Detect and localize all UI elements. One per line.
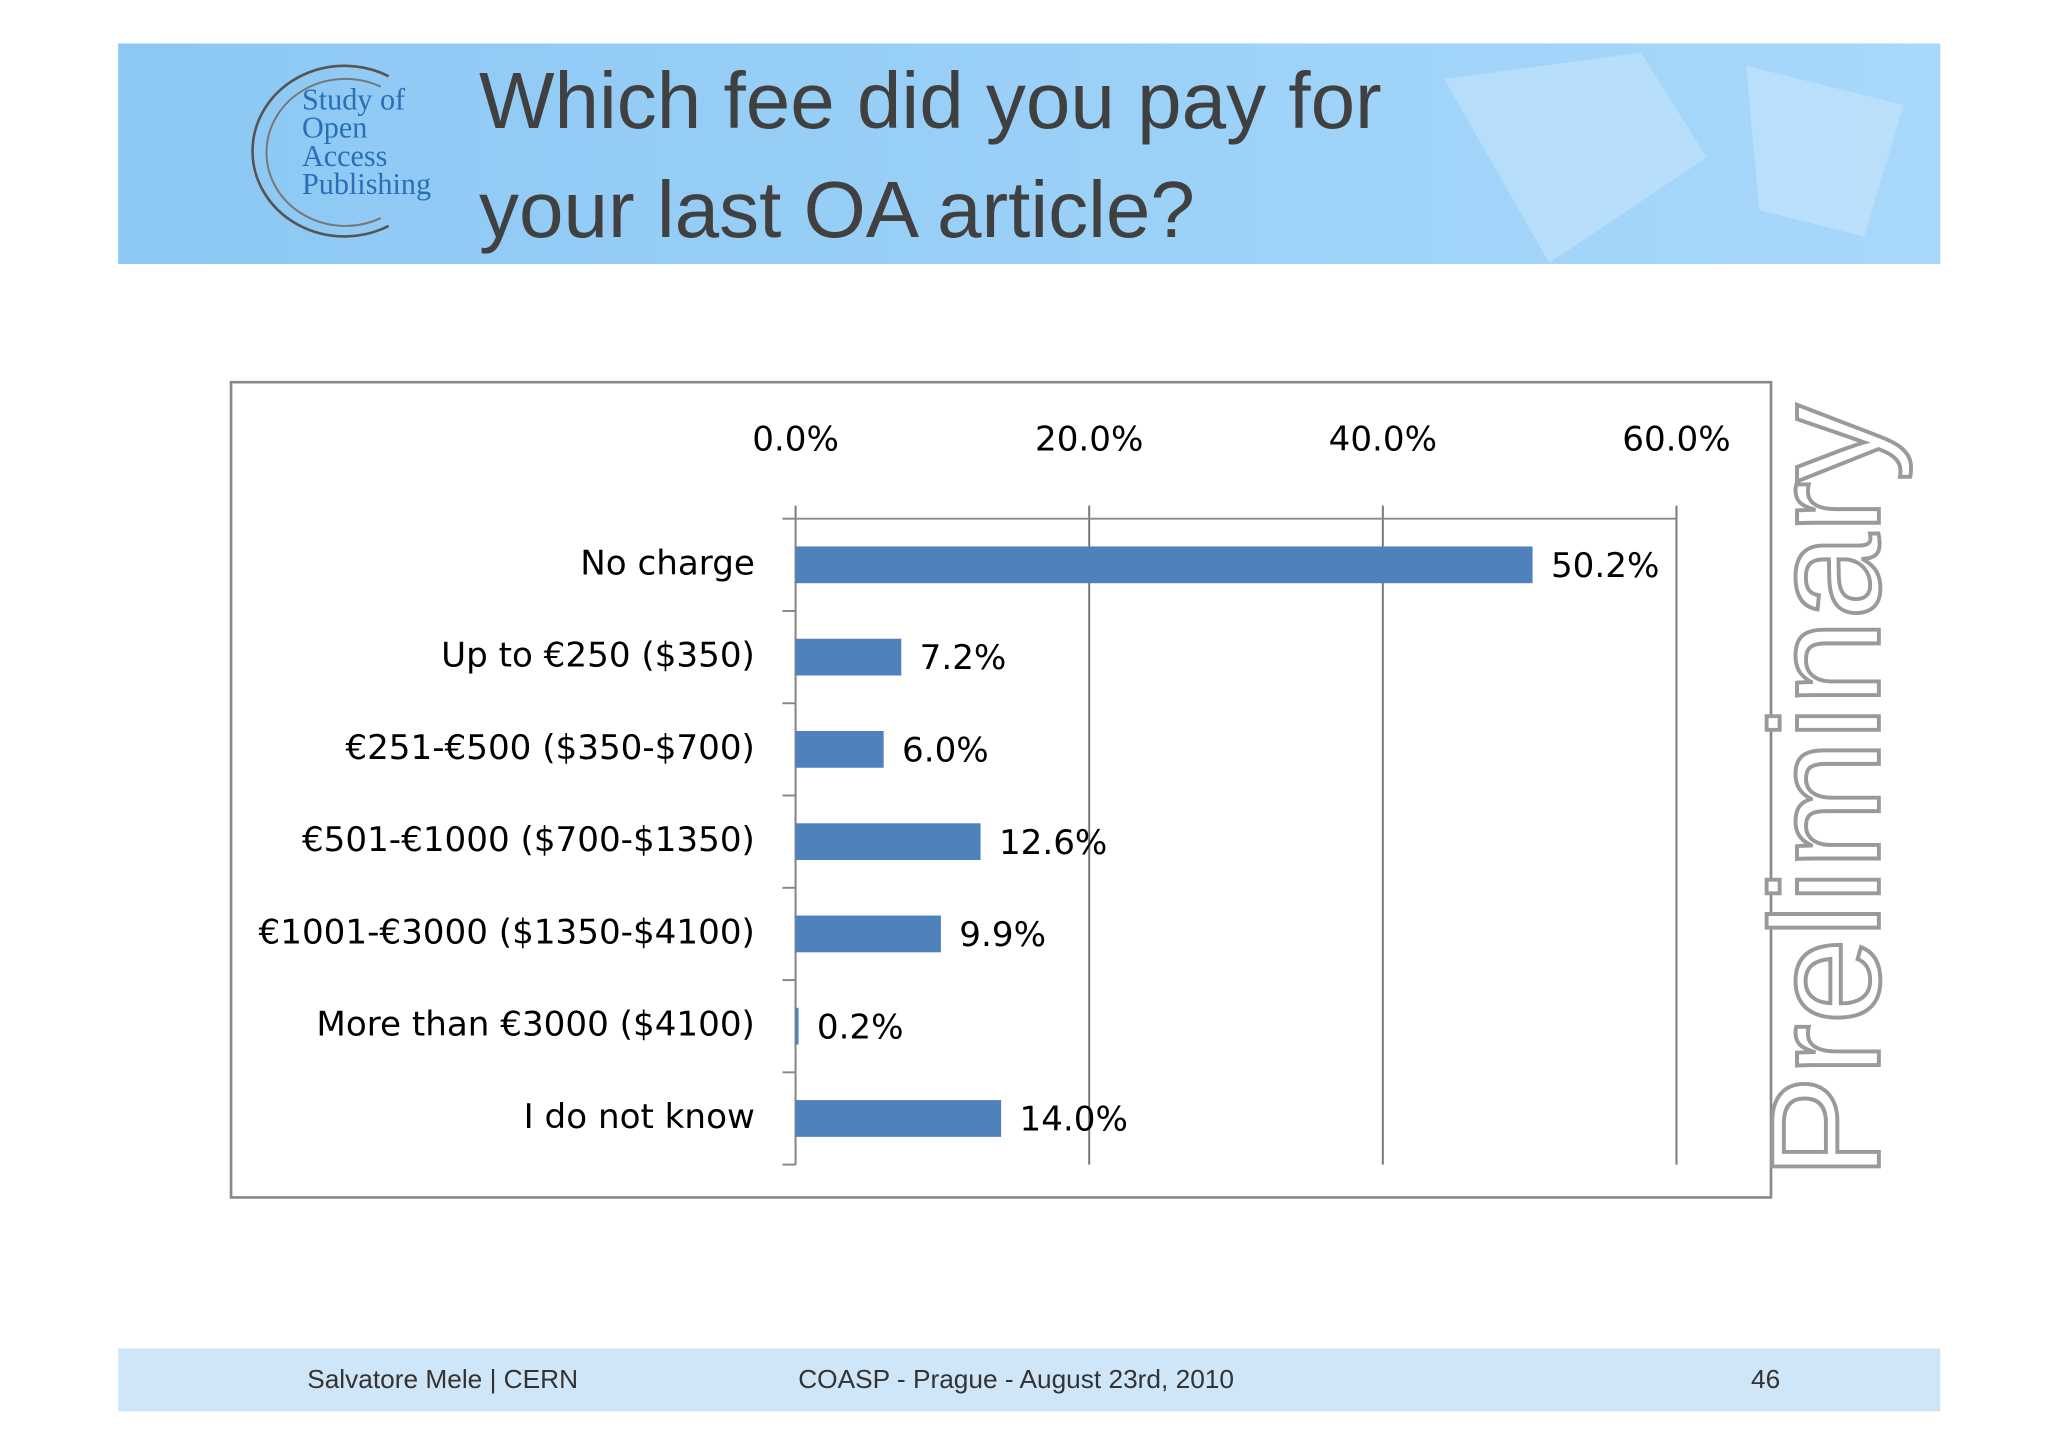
y-tick-label: No charge <box>580 543 755 583</box>
bar <box>795 1007 799 1045</box>
logo-line: Publishing <box>302 167 431 201</box>
y-tick-label: €1001-€3000 ($1350-$4100) <box>259 912 755 952</box>
footer-author: Salvatore Mele | CERN <box>307 1364 578 1394</box>
header-decoration <box>1444 52 1904 263</box>
bar <box>795 731 884 768</box>
y-tick-label: I do not know <box>524 1097 755 1137</box>
bar <box>795 638 902 676</box>
logo-line: Open <box>302 111 367 145</box>
x-tick-label: 60.0% <box>1622 420 1730 460</box>
x-tick-label: 40.0% <box>1329 420 1437 460</box>
data-label: 12.6% <box>999 823 1107 863</box>
logo-arc <box>251 64 390 238</box>
data-label: 14.0% <box>1019 1100 1127 1140</box>
logo-line: Study of <box>302 82 406 116</box>
chart-frame <box>229 380 1773 1199</box>
x-tick-label: 20.0% <box>1035 420 1143 460</box>
watermark: Preliminary <box>1739 404 1912 1179</box>
logo-arc <box>265 77 382 227</box>
slide-title: Which fee did you pay for your last OA a… <box>479 56 1382 254</box>
y-tick-label: More than €3000 ($4100) <box>316 1005 754 1045</box>
footer-page: 46 <box>1751 1364 1780 1394</box>
y-tick-label: €501-€1000 ($700-$1350) <box>302 820 755 860</box>
data-label: 0.2% <box>817 1007 904 1047</box>
bar <box>795 1100 1002 1137</box>
logo-line: Access <box>302 139 388 173</box>
x-tick-label: 0.0% <box>752 420 839 460</box>
footer-event: COASP - Prague - August 23rd, 2010 <box>798 1364 1234 1394</box>
data-label: 9.9% <box>959 915 1046 955</box>
data-label: 7.2% <box>920 638 1007 678</box>
bar <box>795 546 1533 584</box>
y-tick-label: €251-€500 ($350-$700) <box>345 728 754 768</box>
bar <box>795 823 981 861</box>
y-tick-label: Up to €250 ($350) <box>441 636 755 676</box>
footer-band <box>118 1348 1941 1412</box>
data-label: 6.0% <box>902 731 989 771</box>
data-label: 50.2% <box>1551 546 1659 586</box>
bar <box>795 915 941 953</box>
